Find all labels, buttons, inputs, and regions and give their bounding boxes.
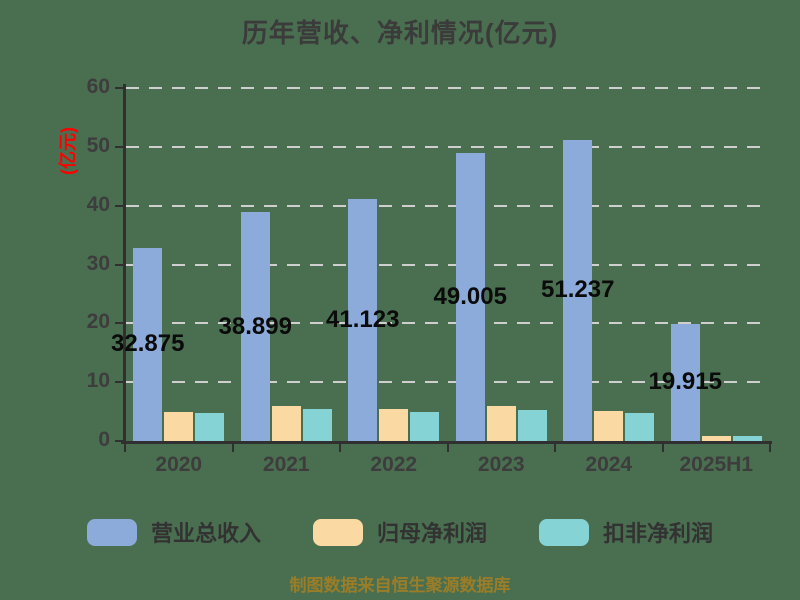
bar-value-label-2024: 51.237 — [541, 276, 615, 304]
x-tick-1 — [231, 444, 234, 452]
y-tick-label-20: 20 — [86, 310, 110, 334]
chart-title: 历年营收、净利情况(亿元) — [241, 18, 559, 48]
gridline-50 — [126, 145, 770, 148]
y-tick-60 — [115, 87, 123, 89]
x-tick-4 — [554, 444, 556, 452]
legend-item-non-gaap-profit: 扣非净利润 — [539, 516, 713, 548]
bar-2023-series2 — [517, 409, 547, 441]
bar-2025H1-series1 — [701, 435, 731, 441]
y-tick-30 — [115, 263, 123, 266]
gridline-60 — [126, 87, 770, 89]
y-tick-label-10: 10 — [86, 369, 110, 393]
bar-2022-series1 — [379, 408, 409, 441]
bar-2021-series0 — [240, 212, 270, 441]
bar-2024-series1 — [594, 410, 624, 441]
gridline-20 — [126, 322, 770, 325]
legend: 营业总收入 归母净利润 扣非净利润 — [0, 516, 800, 548]
x-tick-6 — [769, 444, 771, 452]
y-tick-label-60: 60 — [86, 75, 110, 98]
y-axis-line — [123, 84, 126, 444]
bar-value-label-2025H1: 19.915 — [648, 368, 722, 396]
x-tick-3 — [446, 444, 449, 452]
bar-2025H1-series0 — [670, 323, 700, 441]
y-tick-40 — [115, 204, 123, 207]
legend-item-net-profit: 归母净利润 — [312, 516, 487, 548]
bar-2020-series2 — [195, 412, 225, 441]
gridline-40 — [126, 204, 770, 207]
bar-2022-series2 — [410, 411, 440, 441]
footer-source-note: 制图数据来自恒生聚源数据库 — [289, 576, 511, 595]
bar-value-label-2020: 32.875 — [111, 330, 185, 358]
gridline-10 — [126, 381, 770, 384]
legend-item-revenue: 营业总收入 — [86, 516, 261, 548]
x-tick-label-2024: 2024 — [585, 453, 633, 476]
bar-2025H1-series2 — [732, 436, 762, 441]
bar-2021-series2 — [302, 409, 332, 441]
x-tick-label-2021: 2021 — [262, 453, 310, 476]
y-tick-label-30: 30 — [86, 251, 110, 275]
bar-2020-series0 — [133, 247, 163, 441]
x-tick-label-2023: 2023 — [477, 453, 525, 476]
bar-value-label-2023: 49.005 — [433, 282, 507, 310]
legend-label-net-profit: 归母净利润 — [376, 521, 487, 546]
bar-2023-series1 — [486, 405, 516, 441]
legend-label-non-gaap-profit: 扣非净利润 — [603, 521, 714, 546]
legend-label-revenue: 营业总收入 — [150, 521, 261, 546]
y-tick-label-50: 50 — [86, 133, 110, 157]
bar-2024-series2 — [625, 412, 655, 441]
legend-swatch-revenue — [86, 518, 137, 546]
x-tick-label-2020: 2020 — [155, 453, 203, 476]
x-tick-2 — [339, 444, 341, 452]
x-axis-line — [121, 441, 772, 444]
x-tick-0 — [124, 444, 126, 452]
y-tick-10 — [115, 381, 123, 384]
bar-2022-series0 — [348, 199, 378, 441]
bar-2020-series1 — [164, 411, 194, 441]
legend-swatch-net-profit — [312, 518, 363, 546]
y-tick-20 — [115, 322, 123, 325]
y-tick-label-0: 0 — [98, 428, 110, 451]
x-tick-label-2025H1: 2025H1 — [679, 453, 754, 476]
bar-value-label-2022: 41.123 — [326, 306, 400, 334]
bar-value-label-2021: 38.899 — [218, 312, 292, 340]
x-tick-label-2022: 2022 — [370, 453, 418, 476]
y-tick-label-40: 40 — [86, 192, 110, 216]
bar-2023-series0 — [455, 152, 485, 441]
legend-swatch-non-gaap-profit — [539, 518, 589, 546]
gridline-30 — [126, 263, 770, 266]
y-tick-50 — [115, 145, 123, 148]
y-tick-0 — [115, 440, 123, 442]
x-tick-5 — [661, 444, 664, 452]
bar-2021-series1 — [271, 405, 301, 441]
bar-2024-series0 — [563, 139, 593, 441]
